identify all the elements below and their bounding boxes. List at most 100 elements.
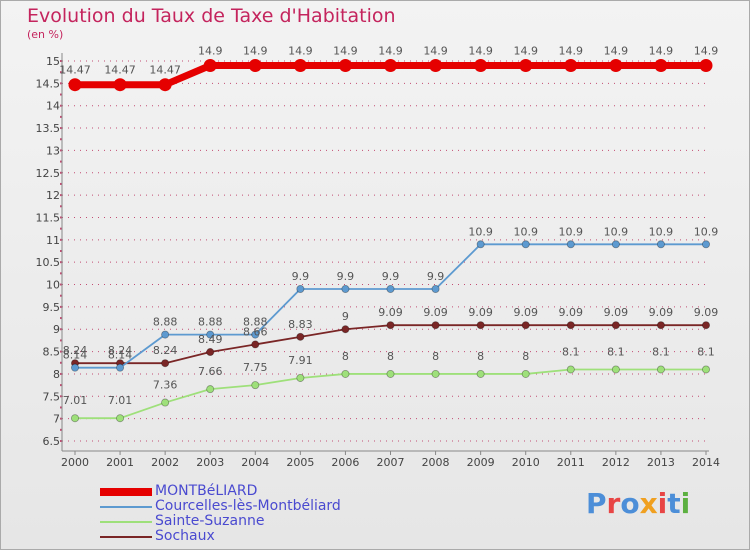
y-minor-tick xyxy=(60,328,62,331)
y-minor-tick xyxy=(60,250,62,252)
data-point xyxy=(656,240,665,249)
data-point xyxy=(384,58,397,72)
data-label: 8.24 xyxy=(153,344,178,357)
data-point xyxy=(116,414,125,423)
data-label: 14.9 xyxy=(423,44,448,57)
y-minor-tick xyxy=(60,272,62,275)
data-label: 8.14 xyxy=(108,349,133,362)
y-minor-tick xyxy=(60,82,62,85)
data-point xyxy=(68,78,82,92)
y-tick-label: 7.5 xyxy=(43,390,61,403)
y-tick-label: 11 xyxy=(46,234,60,247)
y-minor-tick xyxy=(60,428,62,431)
y-minor-tick xyxy=(60,216,62,219)
data-point xyxy=(474,58,488,72)
data-point xyxy=(566,365,575,374)
y-minor-tick xyxy=(60,171,62,174)
y-minor-tick xyxy=(60,283,62,286)
data-label: 8.24 xyxy=(108,344,133,357)
data-label: 8 xyxy=(342,350,349,363)
y-tick-label: 10.5 xyxy=(36,256,61,269)
y-minor-tick xyxy=(60,71,62,74)
y-tick-label: 15 xyxy=(46,55,60,68)
legend-swatch xyxy=(100,521,152,523)
data-point xyxy=(386,284,395,293)
data-point xyxy=(341,325,350,334)
data-label: 9.9 xyxy=(337,270,355,283)
y-tick-label: 6.5 xyxy=(43,435,61,448)
legend-label: Courcelles-lès-Montbéliard xyxy=(155,498,341,514)
data-label: 14.9 xyxy=(243,44,268,57)
data-label: 9.9 xyxy=(382,270,400,283)
data-point xyxy=(656,321,665,330)
y-minor-tick xyxy=(60,149,62,152)
data-label: 9.09 xyxy=(559,306,584,319)
data-point xyxy=(251,330,260,339)
data-label: 9 xyxy=(342,310,349,323)
y-minor-tick xyxy=(60,395,62,398)
unit-label: (en %) xyxy=(27,28,64,41)
y-minor-tick xyxy=(60,104,62,107)
data-label: 8.88 xyxy=(198,316,223,329)
data-point xyxy=(71,414,80,423)
y-minor-tick xyxy=(60,127,62,130)
data-point xyxy=(702,365,711,374)
data-label: 8.88 xyxy=(153,316,178,329)
data-point xyxy=(251,381,260,390)
data-point xyxy=(203,58,217,72)
y-tick-label: 14 xyxy=(46,100,60,113)
y-minor-tick xyxy=(60,261,62,264)
y-tick-label: 12 xyxy=(46,189,60,202)
data-label: 7.66 xyxy=(198,365,223,378)
data-label: 10.9 xyxy=(694,225,719,238)
data-point xyxy=(699,58,713,72)
data-point xyxy=(296,284,305,293)
data-label: 10.9 xyxy=(468,225,493,238)
data-point xyxy=(611,365,620,374)
y-minor-tick xyxy=(60,194,62,197)
data-label: 10.9 xyxy=(559,225,584,238)
data-label: 8 xyxy=(387,350,394,363)
data-label: 8.49 xyxy=(198,333,223,346)
legend-item: Sochaux xyxy=(100,528,400,544)
data-label: 8.1 xyxy=(562,345,580,358)
y-minor-tick xyxy=(60,138,62,141)
data-point xyxy=(386,369,395,378)
data-point xyxy=(431,284,440,293)
data-point xyxy=(611,321,620,330)
y-minor-tick xyxy=(60,406,62,409)
y-minor-tick xyxy=(60,238,62,241)
logo-letter: o xyxy=(620,487,640,520)
data-label: 14.9 xyxy=(378,44,403,57)
y-minor-tick xyxy=(60,317,62,320)
x-tick-label: 2006 xyxy=(331,456,359,469)
legend-item: Courcelles-lès-Montbéliard xyxy=(100,498,400,514)
x-tick-label: 2000 xyxy=(61,456,89,469)
data-label: 8 xyxy=(522,350,529,363)
data-label: 14.9 xyxy=(559,44,584,57)
data-label: 7.36 xyxy=(153,379,178,392)
data-point xyxy=(476,369,485,378)
data-point xyxy=(521,321,530,330)
data-label: 9.09 xyxy=(649,306,674,319)
x-tick-label: 2014 xyxy=(692,456,720,469)
x-tick-label: 2012 xyxy=(602,456,630,469)
data-label: 8.83 xyxy=(288,318,313,331)
y-tick-label: 8 xyxy=(53,368,60,381)
data-label: 14.9 xyxy=(604,44,629,57)
data-point xyxy=(609,58,623,72)
data-label: 8.1 xyxy=(697,345,715,358)
data-point xyxy=(476,321,485,330)
y-tick-label: 11.5 xyxy=(36,211,61,224)
data-point xyxy=(702,321,711,330)
data-label: 8.24 xyxy=(63,344,88,357)
logo-letter: i xyxy=(680,487,691,520)
data-label: 7.91 xyxy=(288,354,313,367)
data-point xyxy=(338,58,352,72)
y-minor-tick xyxy=(60,350,62,353)
y-tick-label: 13.5 xyxy=(36,122,61,135)
x-tick-label: 2009 xyxy=(467,456,495,469)
data-label: 8.1 xyxy=(652,345,670,358)
legend-swatch xyxy=(100,506,152,508)
